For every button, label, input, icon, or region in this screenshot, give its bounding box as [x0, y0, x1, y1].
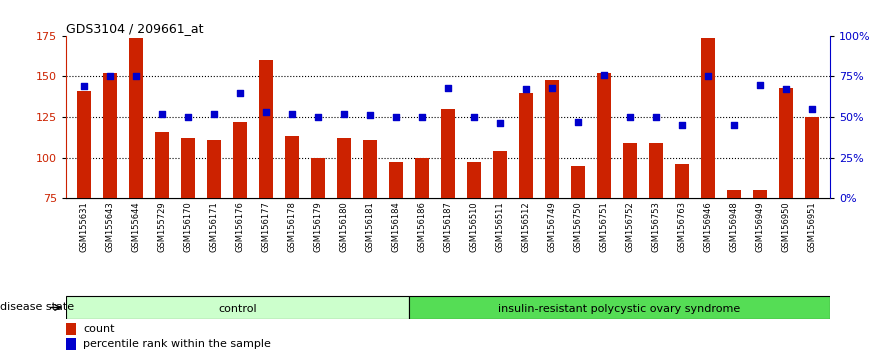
Point — [103, 74, 117, 79]
Point — [440, 85, 455, 91]
Bar — [492, 151, 507, 198]
Point — [259, 109, 273, 115]
Bar — [596, 73, 611, 198]
Point — [363, 113, 377, 118]
Text: GSM156511: GSM156511 — [495, 201, 505, 252]
Text: GSM156950: GSM156950 — [781, 201, 790, 252]
Text: GSM156179: GSM156179 — [314, 201, 322, 252]
Text: GSM156750: GSM156750 — [574, 201, 582, 252]
Bar — [440, 109, 455, 198]
Bar — [285, 136, 300, 198]
Bar — [623, 143, 637, 198]
Text: GSM156177: GSM156177 — [262, 201, 270, 252]
Text: GSM156170: GSM156170 — [183, 201, 193, 252]
Point — [389, 114, 403, 120]
Bar — [544, 80, 559, 198]
Point — [648, 114, 663, 120]
Bar — [363, 140, 377, 198]
Text: GSM156749: GSM156749 — [547, 201, 557, 252]
Text: GSM156949: GSM156949 — [755, 201, 764, 252]
Text: disease state: disease state — [0, 303, 74, 313]
Bar — [409, 296, 830, 319]
Text: control: control — [218, 304, 257, 314]
Text: insulin-resistant polycystic ovary syndrome: insulin-resistant polycystic ovary syndr… — [499, 304, 741, 314]
Text: GSM156180: GSM156180 — [339, 201, 349, 252]
Text: GSM156181: GSM156181 — [366, 201, 374, 252]
Point — [415, 114, 429, 120]
Text: GSM156753: GSM156753 — [651, 201, 661, 252]
Text: GSM155643: GSM155643 — [106, 201, 115, 252]
Bar — [66, 323, 76, 335]
Bar — [519, 93, 533, 198]
Text: GSM156178: GSM156178 — [287, 201, 297, 252]
Text: GSM156763: GSM156763 — [677, 201, 686, 252]
Text: GSM156176: GSM156176 — [235, 201, 245, 252]
Text: GSM156171: GSM156171 — [210, 201, 218, 252]
Point — [467, 114, 481, 120]
Bar — [130, 38, 144, 198]
Point — [337, 111, 352, 116]
Point — [544, 85, 559, 91]
Bar — [311, 158, 325, 198]
Bar — [233, 122, 248, 198]
Bar — [78, 91, 92, 198]
Point — [571, 119, 585, 125]
Point — [155, 111, 169, 116]
Text: percentile rank within the sample: percentile rank within the sample — [84, 339, 271, 349]
Text: GSM155729: GSM155729 — [158, 201, 167, 252]
Bar — [700, 38, 715, 198]
Bar — [181, 138, 196, 198]
Bar — [727, 190, 741, 198]
Text: GSM156951: GSM156951 — [807, 201, 816, 252]
Bar — [571, 166, 585, 198]
Point — [285, 111, 300, 116]
Point — [78, 84, 92, 89]
Text: GSM156946: GSM156946 — [703, 201, 713, 252]
Bar — [66, 296, 409, 319]
Point — [623, 114, 637, 120]
Text: GSM156751: GSM156751 — [599, 201, 609, 252]
Bar — [103, 73, 117, 198]
Point — [130, 74, 144, 79]
Bar — [337, 138, 352, 198]
Point — [779, 87, 793, 92]
Bar — [752, 190, 766, 198]
Bar — [259, 60, 273, 198]
Text: GSM155644: GSM155644 — [132, 201, 141, 252]
Text: GSM156752: GSM156752 — [626, 201, 634, 252]
Point — [596, 72, 611, 78]
Point — [727, 122, 741, 128]
Text: GSM156184: GSM156184 — [391, 201, 401, 252]
Point — [311, 114, 325, 120]
Text: GSM155631: GSM155631 — [80, 201, 89, 252]
Bar — [389, 162, 403, 198]
Bar — [415, 158, 429, 198]
Text: GSM156512: GSM156512 — [522, 201, 530, 252]
Point — [492, 121, 507, 126]
Text: GDS3104 / 209661_at: GDS3104 / 209661_at — [66, 22, 204, 35]
Bar — [467, 162, 481, 198]
Point — [181, 114, 196, 120]
Text: GSM156187: GSM156187 — [443, 201, 453, 252]
Bar — [155, 132, 169, 198]
Point — [804, 106, 818, 112]
Point — [519, 87, 533, 92]
Bar — [207, 140, 221, 198]
Bar — [66, 338, 76, 350]
Point — [233, 90, 248, 96]
Text: GSM156948: GSM156948 — [729, 201, 738, 252]
Point — [752, 82, 766, 87]
Bar — [648, 143, 663, 198]
Point — [675, 122, 689, 128]
Point — [207, 111, 221, 116]
Point — [700, 74, 714, 79]
Text: GSM156186: GSM156186 — [418, 201, 426, 252]
Bar — [675, 164, 689, 198]
Bar — [804, 117, 818, 198]
Text: GSM156510: GSM156510 — [470, 201, 478, 252]
Bar — [779, 88, 793, 198]
Text: count: count — [84, 324, 115, 334]
